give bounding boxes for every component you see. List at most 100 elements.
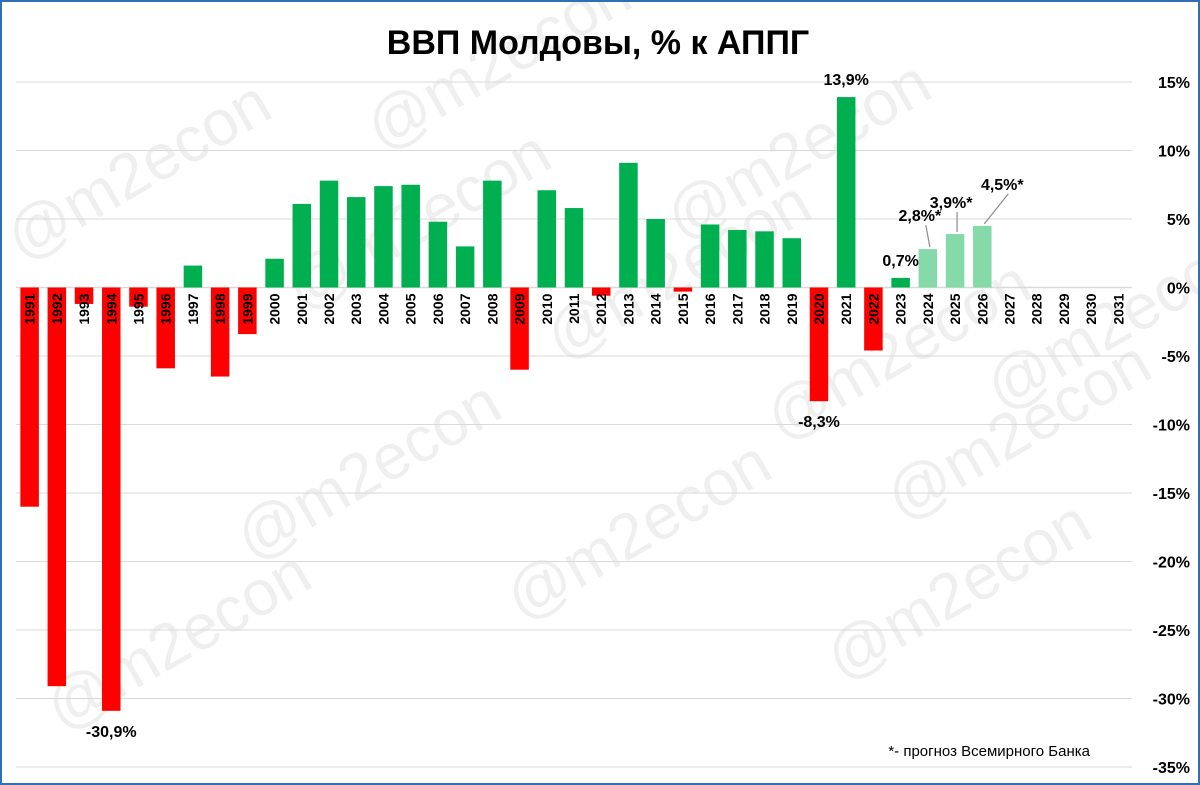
bar-1999 [238, 287, 257, 335]
y-tick-label: -30% [1153, 692, 1190, 709]
x-tick-label: 2018 [757, 293, 773, 324]
y-tick-label: -35% [1153, 760, 1190, 777]
x-tick-label: 2007 [457, 293, 473, 324]
bar-2015 [673, 287, 693, 292]
y-tick-label: 15% [1158, 75, 1190, 92]
x-tick-label: 2005 [403, 293, 419, 324]
bar-2000 [265, 258, 284, 288]
y-tick-label: -20% [1153, 555, 1190, 572]
x-tick-label: 1991 [22, 293, 38, 324]
x-tick-label: 1992 [49, 293, 65, 324]
bar-2016 [700, 224, 720, 288]
y-tick-label: -25% [1153, 623, 1190, 640]
x-tick-labels: 1991 1992 1993 1994 1995 1996 1997 1998 1999 2000… [22, 293, 1127, 324]
x-tick-label: 2013 [620, 293, 636, 324]
label-leader-lines [925, 193, 1009, 248]
x-tick-label: 2026 [974, 293, 990, 324]
bar-2023 [891, 277, 910, 288]
bar-2013 [619, 162, 638, 288]
chart-title: ВВП Молдовы, % к АППГ [387, 24, 809, 62]
x-tick-label: 2027 [1002, 293, 1018, 324]
bar-1997 [183, 265, 203, 288]
x-tick-label: 2024 [920, 293, 936, 324]
x-tick-label: 2009 [512, 293, 528, 324]
x-tick-label: 1996 [158, 293, 174, 324]
bar-2007 [455, 246, 475, 288]
leader-line [983, 193, 1009, 225]
y-tick-label: -5% [1162, 349, 1190, 366]
bar-1992 [47, 287, 67, 687]
data-label-2026: 4,5%* [981, 177, 1024, 194]
x-tick-label: 2012 [593, 293, 609, 324]
x-tick-label: 2017 [729, 293, 745, 324]
bar-2008 [483, 180, 502, 288]
bar-2003 [346, 197, 366, 288]
bar-2017 [728, 229, 747, 288]
bar-2002 [319, 180, 339, 288]
x-tick-label: 2021 [838, 293, 854, 324]
bar-2024 [918, 249, 938, 288]
bar-2012 [591, 287, 611, 296]
x-tick-label: 2008 [484, 293, 500, 324]
bar-2014 [646, 219, 665, 288]
y-tick-label: 5% [1167, 212, 1190, 229]
x-tick-label: 2003 [348, 293, 364, 324]
x-tick-label: 2006 [430, 293, 446, 324]
x-tick-label: 2004 [375, 293, 391, 324]
x-tick-label: 2023 [893, 293, 909, 324]
data-labels: -30,9% -8,3% 13,9% 0,7% 2,8%*3,9%* 4,5%* [86, 72, 1024, 741]
data-label-1994: -30,9% [86, 724, 137, 741]
bar-1993 [74, 287, 94, 304]
data-label-2023: 0,7% [882, 253, 918, 270]
bars [20, 97, 992, 711]
data-label-2025: 3,9%* [930, 195, 973, 212]
bar-1994 [102, 287, 121, 711]
y-tick-label: -10% [1153, 418, 1190, 435]
x-tick-label: 2016 [702, 293, 718, 324]
y-tick-label: 10% [1158, 144, 1190, 161]
bar-2021 [836, 97, 856, 288]
bar-2005 [401, 184, 420, 288]
x-tick-label: 2011 [566, 293, 582, 324]
x-tick-label: 1995 [130, 293, 146, 324]
bar-2018 [755, 231, 774, 288]
bar-2006 [428, 221, 448, 288]
bar-2011 [564, 208, 584, 288]
y-tick-label: -15% [1153, 486, 1190, 503]
x-tick-label: 2022 [865, 293, 881, 324]
bar-2020 [809, 287, 829, 402]
bar-2025 [945, 234, 965, 288]
x-tick-label: 1998 [212, 293, 228, 324]
x-tick-label: 1997 [185, 293, 201, 324]
bar-2026 [973, 225, 992, 288]
bar-2004 [374, 186, 393, 288]
x-tick-label: 2028 [1029, 293, 1045, 324]
data-label-2020: -8,3% [798, 414, 840, 431]
watermark-text: @m2econ [493, 425, 782, 634]
watermark-text: @m2econ [33, 535, 322, 744]
y-tick-label: 0% [1167, 281, 1190, 298]
leader-line [925, 225, 931, 248]
watermark-text: @m2econ [223, 365, 512, 574]
bar-2009 [510, 287, 529, 370]
data-label-2021: 13,9% [824, 72, 869, 89]
x-tick-label: 2020 [811, 293, 827, 324]
x-tick-label: 2015 [675, 293, 691, 324]
bar-1996 [156, 287, 175, 369]
x-tick-label: 2010 [539, 293, 555, 324]
bar-2010 [537, 190, 557, 288]
x-tick-label: 2025 [947, 293, 963, 324]
x-tick-label: 2000 [267, 293, 283, 324]
data-label-2024: 2,8%* [899, 208, 942, 225]
y-tick-labels: 15% 10% 5% 0% -5% -10% -15% -20% -25% -30% -35% [1153, 75, 1190, 777]
footnote: *- прогноз Всемирного Банка [888, 743, 1090, 760]
x-tick-label: 2031 [1110, 293, 1126, 324]
bar-1998 [210, 287, 230, 377]
bar-2001 [292, 203, 312, 288]
x-tick-label: 2019 [784, 293, 800, 324]
x-tick-label: 2029 [1056, 293, 1072, 324]
x-tick-label: 1999 [239, 293, 255, 324]
x-tick-label: 1993 [76, 293, 92, 324]
